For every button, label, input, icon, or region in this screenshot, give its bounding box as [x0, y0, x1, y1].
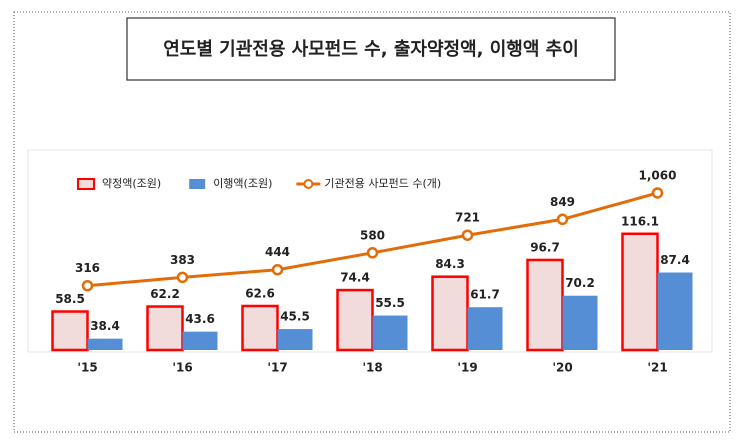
x-tick-label: '21 — [647, 361, 667, 375]
legend-swatch — [77, 178, 95, 190]
bar — [241, 304, 279, 352]
line-value-label: 316 — [75, 261, 100, 275]
value-label: 61.7 — [470, 288, 500, 302]
line-value-label: 444 — [265, 245, 290, 259]
line-value-label: 1,060 — [639, 168, 677, 182]
value-label: 55.5 — [375, 296, 405, 310]
bar — [621, 232, 659, 352]
value-label: 62.2 — [150, 287, 180, 301]
line-marker — [176, 271, 189, 284]
x-tick-label: '18 — [362, 361, 382, 375]
x-tick-label: '15 — [77, 361, 97, 375]
value-label: 116.1 — [621, 214, 659, 228]
title-box — [126, 17, 616, 81]
plot-frame — [27, 149, 713, 353]
x-tick-label: '19 — [457, 361, 477, 375]
value-label: 70.2 — [565, 276, 595, 290]
line-marker — [461, 229, 474, 241]
line-value-label: 849 — [550, 195, 575, 209]
legend-label: 이행액(조원) — [213, 177, 272, 190]
value-label: 87.4 — [660, 253, 690, 267]
line-marker — [366, 247, 379, 259]
x-tick-label: '20 — [552, 361, 572, 375]
value-label: 84.3 — [435, 257, 465, 271]
bar — [467, 307, 503, 350]
legend-label: 기관전용 사모펀드 수(개) — [324, 177, 441, 190]
bar — [51, 310, 89, 352]
bar — [372, 315, 408, 350]
x-tick-label: '16 — [172, 361, 192, 375]
bar — [431, 275, 469, 352]
line-marker — [651, 187, 664, 199]
value-label: 45.5 — [280, 310, 310, 324]
outer-frame — [13, 11, 731, 433]
bar — [526, 258, 564, 352]
line-value-label: 721 — [455, 211, 480, 225]
bar — [182, 331, 218, 350]
legend-swatch — [189, 179, 206, 189]
value-label: 38.4 — [90, 319, 120, 333]
value-label: 74.4 — [340, 271, 370, 285]
line-value-label: 580 — [360, 228, 385, 242]
legend-swatch — [303, 179, 314, 189]
bar — [87, 338, 123, 350]
bar — [277, 329, 313, 350]
bar — [146, 305, 184, 352]
chart-title: 연도별 기관전용 사모펀드 수, 출자약정액, 이행액 추이 — [163, 38, 579, 60]
line-marker — [556, 213, 569, 226]
x-tick-label: '17 — [267, 361, 287, 375]
line-value-label: 383 — [170, 253, 195, 267]
line-marker — [271, 263, 284, 276]
legend-label: 약정액(조원) — [102, 176, 161, 190]
value-label: 62.6 — [245, 286, 275, 300]
value-label: 43.6 — [185, 312, 215, 326]
value-label: 96.7 — [530, 240, 560, 254]
value-label: 58.5 — [55, 292, 85, 306]
line-marker — [81, 279, 94, 292]
bar — [657, 272, 693, 350]
bar — [336, 288, 374, 352]
bar — [562, 295, 598, 350]
